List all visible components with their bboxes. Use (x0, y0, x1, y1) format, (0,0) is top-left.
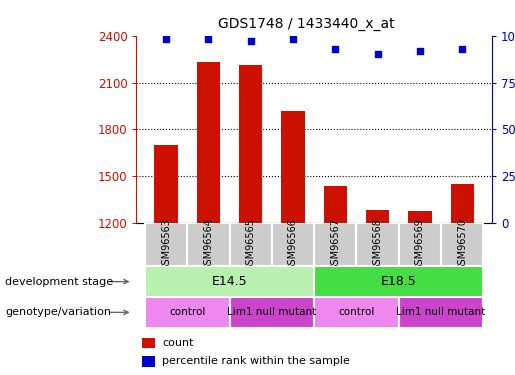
Point (373, 51, 382, 57)
Text: GSM96563: GSM96563 (161, 218, 171, 271)
Text: GSM96567: GSM96567 (330, 218, 340, 271)
Text: Lim1 null mutant: Lim1 null mutant (227, 308, 317, 317)
Bar (142, 338, 154, 348)
Text: genotype/variation: genotype/variation (5, 308, 111, 317)
Bar (451, 184, 474, 375)
Bar (142, 356, 154, 367)
Bar (314, 223, 356, 266)
Bar (145, 297, 230, 328)
Bar (314, 266, 484, 297)
Text: GSM96569: GSM96569 (415, 218, 425, 271)
Bar (197, 62, 220, 375)
Bar (239, 65, 262, 375)
Bar (399, 223, 441, 266)
Text: E14.5: E14.5 (212, 275, 247, 288)
Point (289, 36, 297, 42)
Bar (145, 266, 314, 297)
Bar (145, 223, 187, 266)
Bar (323, 186, 347, 375)
Text: count: count (162, 338, 194, 348)
Text: GSM96566: GSM96566 (288, 218, 298, 271)
Text: development stage: development stage (5, 277, 113, 286)
Text: GSM96570: GSM96570 (457, 218, 467, 271)
Text: GSM96565: GSM96565 (246, 218, 255, 271)
Point (204, 36, 213, 42)
Point (458, 46, 467, 52)
Point (162, 36, 170, 42)
Bar (230, 223, 272, 266)
Text: E18.5: E18.5 (381, 275, 417, 288)
Text: Lim1 null mutant: Lim1 null mutant (397, 308, 486, 317)
Bar (272, 223, 314, 266)
Point (247, 38, 255, 44)
Text: control: control (169, 308, 205, 317)
Point (416, 48, 424, 54)
Bar (441, 223, 484, 266)
Bar (356, 223, 399, 266)
Bar (399, 297, 484, 328)
Bar (281, 111, 305, 375)
Text: GSM96568: GSM96568 (373, 218, 383, 271)
Bar (154, 145, 178, 375)
Bar (408, 211, 432, 375)
Point (331, 46, 339, 52)
Text: GDS1748 / 1433440_x_at: GDS1748 / 1433440_x_at (218, 17, 394, 31)
Text: control: control (338, 308, 374, 317)
Bar (187, 223, 230, 266)
Bar (366, 210, 389, 375)
Text: percentile rank within the sample: percentile rank within the sample (162, 356, 350, 366)
Bar (314, 297, 399, 328)
Bar (230, 297, 314, 328)
Text: GSM96564: GSM96564 (203, 218, 213, 271)
